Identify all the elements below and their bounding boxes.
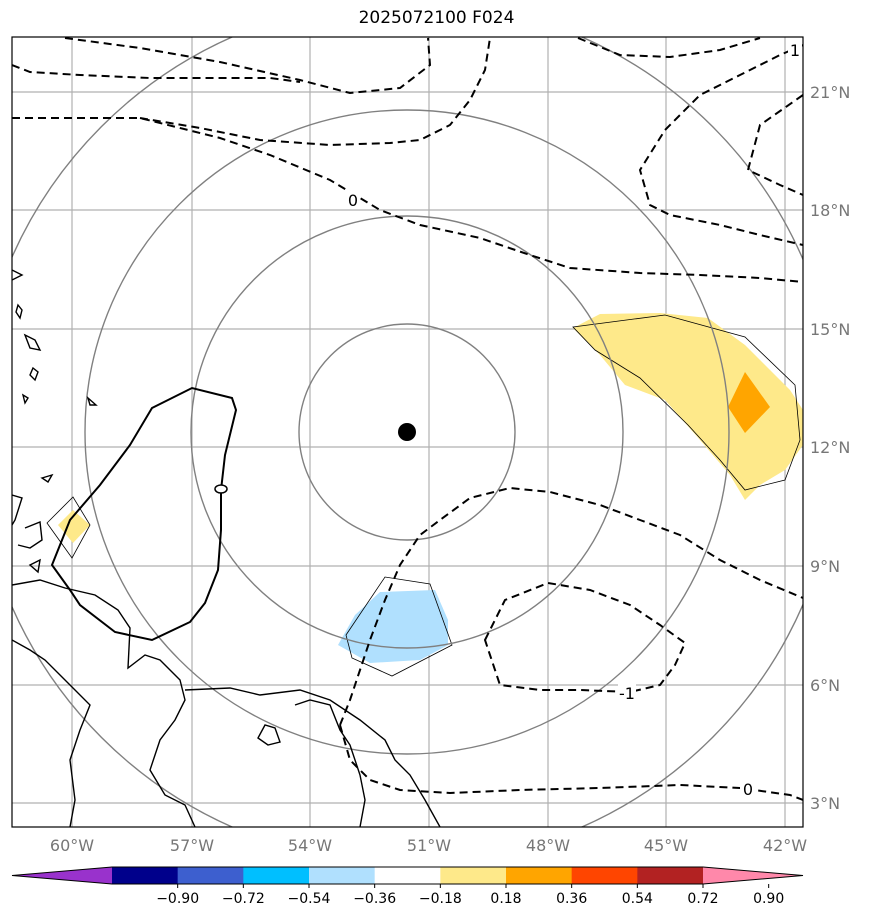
lat-tick-labels: 21°N 18°N 15°N 12°N 9°N 6°N 3°N — [810, 83, 850, 813]
colorbar-segment — [440, 867, 507, 884]
lat-tick-label: 15°N — [810, 320, 850, 339]
contour-label: 0 — [743, 780, 753, 799]
lon-tick-label: 60°W — [50, 836, 94, 855]
colorbar: −0.90 −0.72 −0.54 −0.36 −0.18 0.18 0.36 0.54 0.7… — [11, 866, 804, 907]
colorbar-segment — [177, 867, 244, 884]
coastlines — [12, 269, 441, 827]
contour-label: 1 — [790, 41, 800, 60]
colorbar-segment — [374, 867, 441, 884]
shade-negative-south — [338, 590, 448, 663]
colorbar-segment — [571, 867, 638, 884]
lon-tick-label: 51°W — [407, 836, 451, 855]
colorbar-extend-right — [703, 867, 803, 884]
colorbar-segment — [637, 867, 704, 884]
shade-positive-east-core — [728, 372, 770, 433]
contour-label: 0 — [348, 191, 358, 210]
lat-tick-label: 9°N — [810, 557, 840, 576]
colorbar-tick-label: 0.72 — [687, 891, 718, 907]
colorbar-tick-label: −0.36 — [353, 891, 396, 907]
contours-dashed — [12, 37, 803, 801]
contour-small-closed — [214, 484, 228, 494]
colorbar-segment — [506, 867, 573, 884]
colorbar-segment — [112, 867, 179, 884]
colorbar-tick-label: 0.90 — [753, 891, 784, 907]
lon-tick-label: 54°W — [288, 836, 332, 855]
colorbar-segment — [243, 867, 310, 884]
lat-tick-label: 21°N — [810, 83, 850, 102]
shade-outlines — [46, 314, 801, 677]
colorbar-tick-label: 0.18 — [490, 891, 521, 907]
lon-tick-label: 57°W — [170, 836, 214, 855]
shade-positive-west — [58, 510, 90, 543]
map-frame — [11, 36, 804, 828]
colorbar-tick-label: 0.36 — [556, 891, 587, 907]
shade-positive-east — [573, 313, 803, 500]
colorbar-extend-left — [12, 867, 112, 884]
lon-tick-labels: 60°W 57°W 54°W 51°W 48°W 45°W 42°W — [50, 836, 807, 855]
lat-tick-label: 6°N — [810, 676, 840, 695]
lat-tick-label: 12°N — [810, 438, 850, 457]
colorbar-tick-label: 0.54 — [622, 891, 653, 907]
lat-tick-label: 18°N — [810, 201, 850, 220]
colorbar-tick-label: −0.54 — [288, 891, 331, 907]
colorbar-tick-label: −0.18 — [419, 891, 462, 907]
range-rings — [12, 37, 803, 827]
lon-tick-label: 42°W — [763, 836, 807, 855]
storm-center-marker — [398, 423, 416, 441]
contour-label: -1 — [619, 684, 635, 703]
colorbar-segment — [309, 867, 376, 884]
lon-tick-label: 45°W — [644, 836, 688, 855]
contour-labels: 0 -1 0 1 — [346, 41, 802, 799]
colorbar-tick-label: −0.90 — [156, 891, 199, 907]
colorbar-tick-label: −0.72 — [222, 891, 265, 907]
colorbar-outline — [11, 866, 804, 885]
lon-tick-label: 48°W — [526, 836, 570, 855]
map-title: 2025072100 F024 — [358, 8, 515, 28]
lat-tick-label: 3°N — [810, 794, 840, 813]
